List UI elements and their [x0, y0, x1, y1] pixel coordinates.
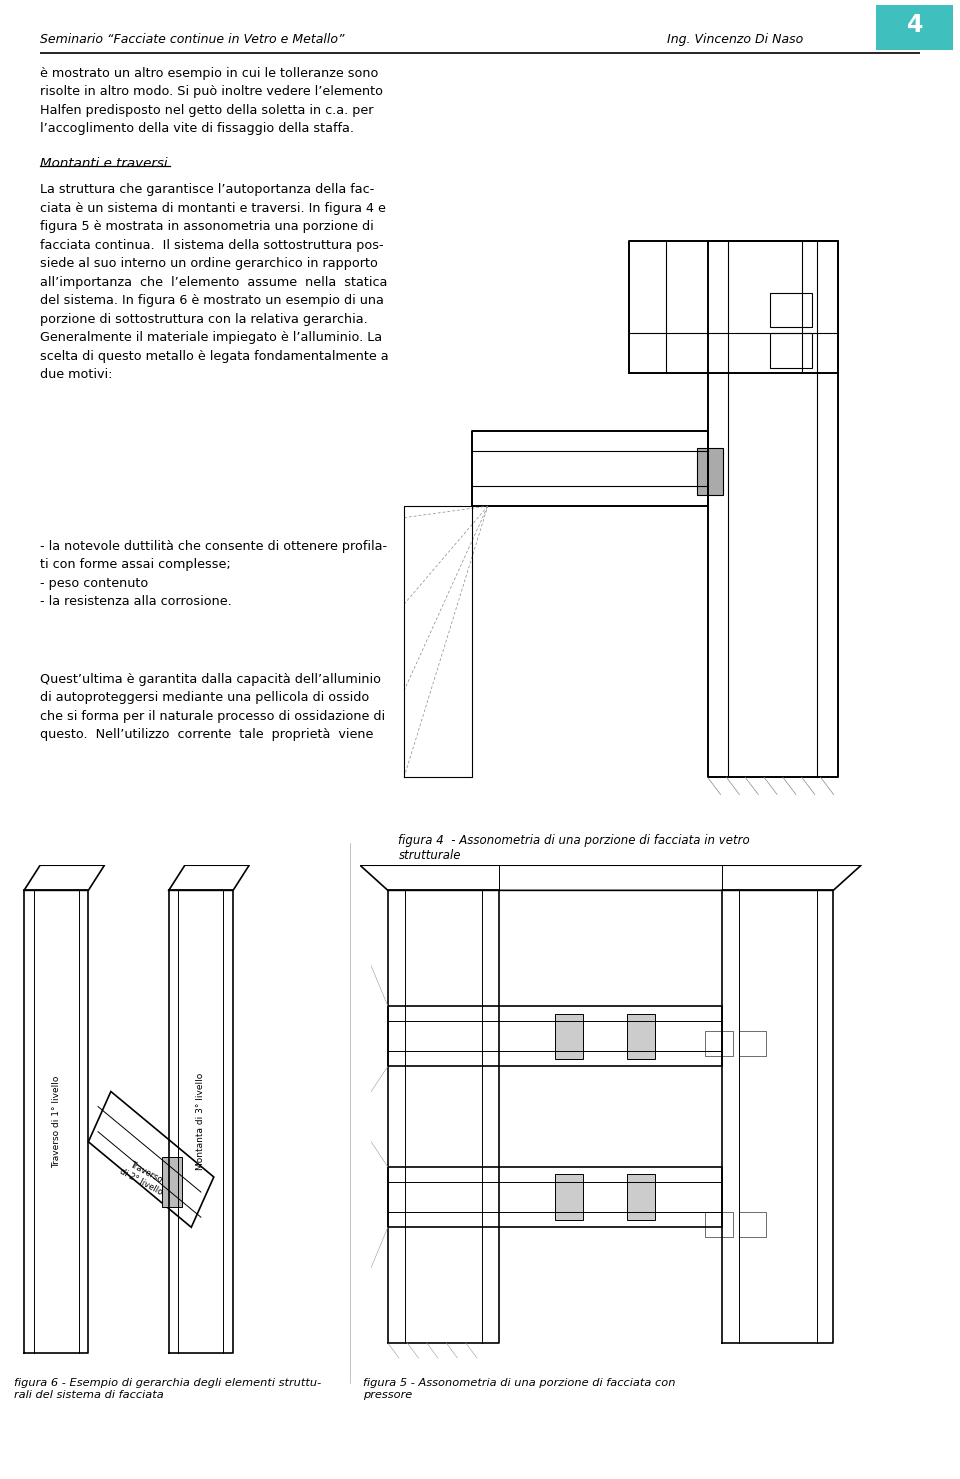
Text: Montanti e traversi: Montanti e traversi — [40, 157, 168, 170]
Text: figura 6 - Esempio di gerarchia degli elementi struttu-
rali del sistema di facc: figura 6 - Esempio di gerarchia degli el… — [14, 1378, 322, 1401]
Text: è mostrato un altro esempio in cui le tolleranze sono
risolte in altro modo. Si : è mostrato un altro esempio in cui le to… — [40, 67, 383, 135]
Text: Traverso
di 2° livello: Traverso di 2° livello — [118, 1158, 168, 1197]
Text: Ing. Vincenzo Di Naso: Ing. Vincenzo Di Naso — [667, 33, 804, 46]
Text: 4: 4 — [906, 13, 924, 37]
Polygon shape — [697, 448, 723, 494]
Polygon shape — [627, 1174, 655, 1220]
Polygon shape — [555, 1013, 583, 1059]
Bar — [876, 4, 953, 49]
Text: - la notevole duttilità che consente di ottenere profila-
ti con forme assai com: - la notevole duttilità che consente di … — [40, 540, 388, 608]
Text: figura 4  - Assonometria di una porzione di facciata in vetro
strutturale: figura 4 - Assonometria di una porzione … — [398, 834, 750, 862]
Polygon shape — [627, 1013, 655, 1059]
Text: La struttura che garantisce l’autoportanza della fac-
ciata è un sistema di mont: La struttura che garantisce l’autoportan… — [40, 183, 389, 382]
Text: Traverso di 1° livello: Traverso di 1° livello — [52, 1075, 60, 1168]
Text: Seminario “Facciate continue in Vetro e Metallo”: Seminario “Facciate continue in Vetro e … — [40, 33, 345, 46]
Text: Montanta di 3° livello: Montanta di 3° livello — [197, 1074, 205, 1170]
Text: Quest’ultima è garantita dalla capacità dell’alluminio
di autoproteggersi median: Quest’ultima è garantita dalla capacità … — [40, 673, 386, 741]
Text: figura 5 - Assonometria di una porzione di facciata con
pressore: figura 5 - Assonometria di una porzione … — [363, 1378, 676, 1401]
Polygon shape — [162, 1157, 181, 1207]
Polygon shape — [555, 1174, 583, 1220]
